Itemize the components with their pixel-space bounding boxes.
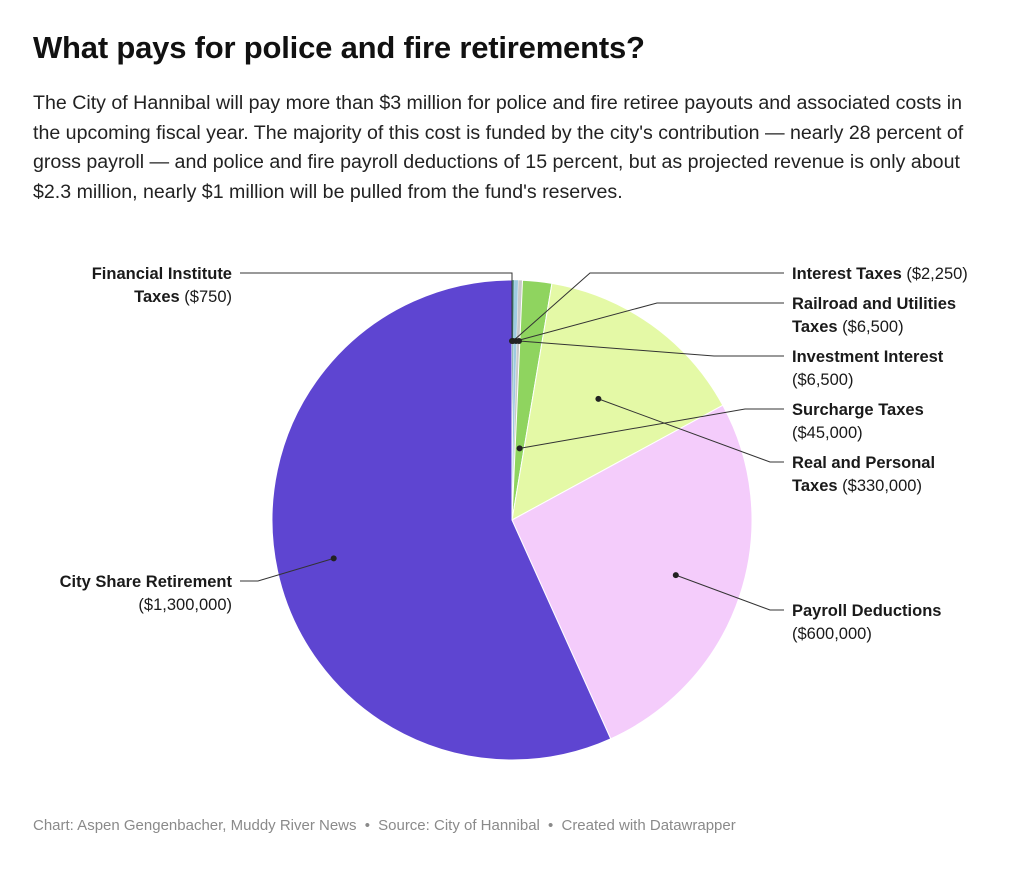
footer-separator: • <box>364 817 370 834</box>
slice-name-surcharge-taxes: Surcharge Taxes <box>792 401 924 419</box>
slice-name-real-and-personal-taxes: Taxes <box>792 477 838 495</box>
chart-description: The City of Hannibal will pay more than … <box>33 92 964 203</box>
slice-value-interest-taxes: ($2,250) <box>902 265 968 283</box>
pie-chart: Financial Institute Taxes ($750) Interest … <box>60 265 968 761</box>
leader-line-city-share-retirement <box>240 557 334 582</box>
pie-slice-city-share-retirement <box>271 279 612 761</box>
slice-name-railroad-and-utilities-taxes: Taxes <box>792 318 838 336</box>
footer-source: Source: City of Hannibal <box>378 817 540 834</box>
slice-name-real-and-personal-taxes: Real and Personal <box>792 454 935 472</box>
slice-value-payroll-deductions: ($600,000) <box>792 625 872 643</box>
leader-lines <box>240 272 784 611</box>
leader-line-railroad-and-utilities-taxes <box>515 302 784 342</box>
leader-dot-payroll-deductions <box>672 572 679 579</box>
leader-line-real-and-personal-taxes <box>598 398 784 463</box>
chart-footer: Chart: Aspen Gengenbacher, Muddy River N… <box>33 817 736 834</box>
pie-slice-payroll-deductions <box>511 404 753 740</box>
slice-label-payroll-deductions: Payroll Deductions ($600,000) <box>792 602 941 643</box>
slice-label-interest-taxes: Interest Taxes ($2,250) <box>792 265 968 283</box>
slice-name-financial-institute-taxes: Taxes <box>134 288 180 306</box>
leader-dot-city-share-retirement <box>330 555 337 562</box>
slice-value-investment-interest: ($6,500) <box>792 371 853 389</box>
footer-tool: Created with Datawrapper <box>561 817 736 834</box>
slice-labels: Financial Institute Taxes ($750) Interest … <box>60 265 968 643</box>
pie-slice-real-and-personal-taxes <box>511 282 724 521</box>
slice-label-financial-institute-taxes: Financial Institute Taxes ($750) <box>92 265 232 306</box>
slice-label-surcharge-taxes: Surcharge Taxes ($45,000) <box>792 401 924 442</box>
slice-label-investment-interest: Investment Interest ($6,500) <box>792 348 944 389</box>
leader-dot-investment-interest <box>516 338 522 344</box>
footer-credit: Chart: Aspen Gengenbacher, Muddy River N… <box>33 817 357 834</box>
pie-slices <box>271 279 753 761</box>
leader-dot-surcharge-taxes <box>516 445 523 452</box>
slice-label-railroad-and-utilities-taxes: Railroad and Utilities Taxes ($6,500) <box>792 295 956 336</box>
slice-label-real-and-personal-taxes: Real and Personal Taxes ($330,000) <box>792 454 935 495</box>
leader-dot-real-and-personal-taxes <box>595 395 602 402</box>
leader-line-interest-taxes <box>512 272 784 342</box>
slice-value-financial-institute-taxes: ($750) <box>180 288 232 306</box>
slice-name-interest-taxes: Interest Taxes <box>792 265 902 283</box>
chart-title: What pays for police and fire retirement… <box>33 30 645 65</box>
slice-name-payroll-deductions: Payroll Deductions <box>792 602 941 620</box>
leader-line-payroll-deductions <box>675 574 784 611</box>
slice-value-railroad-and-utilities-taxes: ($6,500) <box>838 318 904 336</box>
slice-label-city-share-retirement: City Share Retirement ($1,300,000) <box>60 573 233 614</box>
slice-value-surcharge-taxes: ($45,000) <box>792 424 863 442</box>
slice-name-railroad-and-utilities-taxes: Railroad and Utilities <box>792 295 956 313</box>
slice-name-investment-interest: Investment Interest <box>792 348 944 366</box>
slice-value-city-share-retirement: ($1,300,000) <box>138 596 232 614</box>
slice-value-real-and-personal-taxes: ($330,000) <box>838 477 922 495</box>
leader-line-investment-interest <box>518 340 784 357</box>
slice-name-city-share-retirement: City Share Retirement <box>60 573 233 591</box>
leader-line-surcharge-taxes <box>519 408 784 449</box>
slice-name-financial-institute-taxes: Financial Institute <box>92 265 232 283</box>
leader-line-financial-institute-taxes <box>240 272 513 341</box>
footer-separator: • <box>548 817 554 834</box>
